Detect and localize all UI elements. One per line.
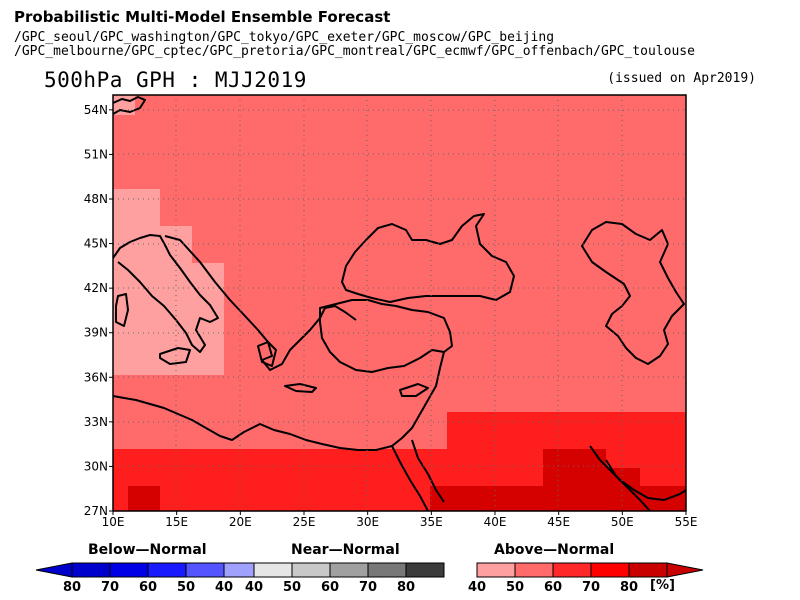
model-list-line-2: /GPC_melbourne/GPC_cptec/GPC_pretoria/GP… [14, 44, 695, 59]
lat-label-27N: 27N [84, 504, 108, 518]
legend-above-tick: 50 [505, 580, 525, 595]
lon-label-20E: 20E [229, 515, 252, 529]
legend-near-swatch-0 [253, 562, 293, 578]
lat-label-30N: 30N [84, 459, 108, 473]
lon-label-55E: 55E [675, 515, 698, 529]
legend-below-tick: 80 [62, 580, 82, 595]
lat-label-33N: 33N [84, 415, 108, 429]
legend-above-swatch-0 [476, 562, 516, 578]
axis-ticks [109, 109, 687, 515]
sicily [159, 347, 191, 365]
lat-label-45N: 45N [84, 237, 108, 251]
map-title: 500hPa GPH : MJJ2019 [44, 68, 307, 92]
lat-label-39N: 39N [84, 326, 108, 340]
legend-near-swatch-2 [329, 562, 369, 578]
forecast-header-title: Probabilistic Multi-Model Ensemble Forec… [14, 8, 391, 26]
lat-label-51N: 51N [84, 147, 108, 161]
legend-near-tick: 60 [320, 580, 340, 595]
caspian-sea [581, 221, 685, 365]
black-sea [341, 213, 515, 303]
sardinia [115, 293, 129, 327]
model-list-line-1: /GPC_seoul/GPC_washington/GPC_tokyo/GPC_… [14, 30, 555, 45]
legend-below-swatch-1 [109, 562, 149, 578]
coastlines [113, 96, 686, 511]
legend-above-swatch-2 [552, 562, 592, 578]
above-normal-70-80-patch-1 [128, 486, 160, 511]
issued-date: (issued on Apr2019) [607, 71, 756, 86]
legend-below-swatch-3 [185, 562, 225, 578]
cyprus [399, 383, 429, 397]
balkan-coast [164, 235, 357, 371]
legend-above-normal-label: Above—Normal [494, 542, 615, 558]
red-sea-west [391, 445, 429, 511]
legend-near-swatch-3 [367, 562, 407, 578]
lat-label-42N: 42N [84, 281, 108, 295]
map-frame [112, 94, 687, 512]
legend-near-swatch-4 [405, 562, 445, 578]
legend-above-arrow [666, 562, 704, 578]
legend-near-swatch-1 [291, 562, 331, 578]
italy-coast [113, 234, 219, 353]
legend-below-tick: 40 [214, 580, 234, 595]
north-africa-coast [113, 351, 445, 451]
lon-label-40E: 40E [484, 515, 507, 529]
lat-label-36N: 36N [84, 370, 108, 384]
legend-near-tick: 50 [282, 580, 302, 595]
crete [284, 383, 317, 393]
lon-label-50E: 50E [611, 515, 634, 529]
legend-above-swatch-1 [514, 562, 554, 578]
legend-above-tick: 40 [467, 580, 487, 595]
legend-near-tick: 40 [244, 580, 264, 595]
legend-below-tick: 50 [176, 580, 196, 595]
graticule [113, 95, 686, 511]
lon-label-25E: 25E [293, 515, 316, 529]
baltic-coast [113, 96, 146, 115]
lat-label-48N: 48N [84, 192, 108, 206]
legend-below-swatch-2 [147, 562, 187, 578]
legend-colorbars [35, 562, 704, 578]
latitude-labels: 27N 30N 33N 36N 39N 42N 45N 48N 51N 54N [84, 103, 108, 518]
legend-unit: [%] [650, 578, 675, 593]
legend-below-swatch-0 [71, 562, 111, 578]
legend-above-tick: 60 [543, 580, 563, 595]
legend-below-tick: 70 [100, 580, 120, 595]
lon-label-15E: 15E [165, 515, 188, 529]
lon-label-45E: 45E [547, 515, 570, 529]
legend-above-swatch-3 [590, 562, 630, 578]
legend-near-tick: 80 [396, 580, 416, 595]
longitude-labels: 10E 15E 20E 25E 30E 35E 40E 45E 50E 55E [102, 515, 698, 529]
lon-label-10E: 10E [102, 515, 125, 529]
red-sea-east [411, 439, 445, 503]
persian-gulf-south [605, 459, 651, 511]
legend-below-arrow [35, 562, 73, 578]
legend-near-normal-label: Near—Normal [291, 542, 400, 558]
legend-near-tick: 70 [358, 580, 378, 595]
peloponnese [257, 341, 277, 367]
legend-below-tick: 60 [138, 580, 158, 595]
legend-above-tick: 80 [619, 580, 639, 595]
lon-label-35E: 35E [420, 515, 443, 529]
persian-gulf-north [589, 445, 686, 501]
legend-above-swatch-4 [628, 562, 668, 578]
probability-field [113, 95, 686, 511]
legend-below-normal-label: Below—Normal [88, 542, 207, 558]
lat-label-54N: 54N [84, 103, 108, 117]
lon-label-30E: 30E [356, 515, 379, 529]
legend-above-tick: 70 [581, 580, 601, 595]
